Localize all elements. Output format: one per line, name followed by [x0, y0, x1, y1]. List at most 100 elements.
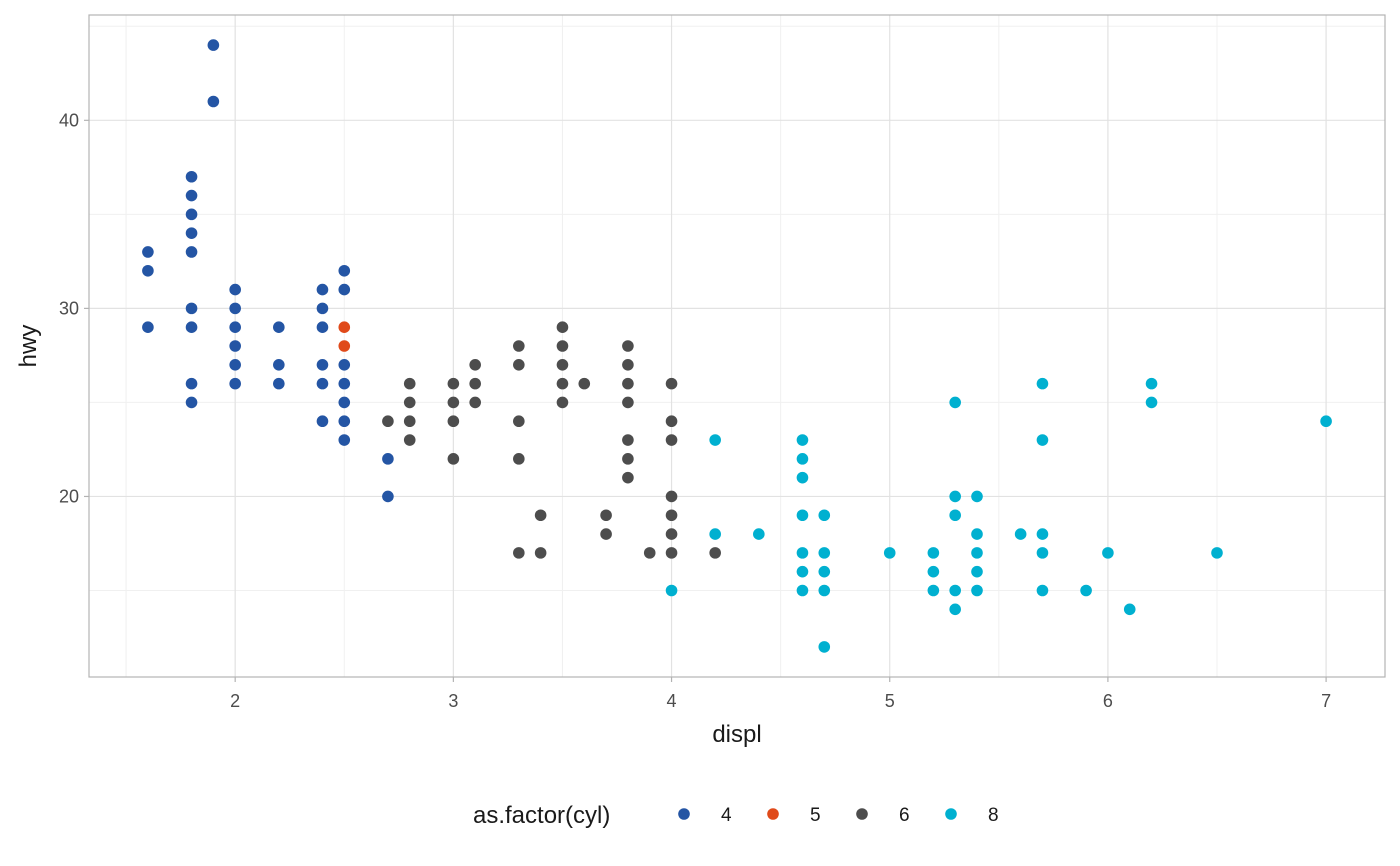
data-point-cyl-4 — [273, 377, 285, 390]
data-point-cyl-8 — [971, 565, 983, 578]
data-point-cyl-8 — [949, 396, 961, 409]
data-point-cyl-6 — [643, 547, 656, 559]
data-point-cyl-4 — [185, 396, 198, 409]
data-point-cyl-8 — [949, 584, 961, 597]
data-point-cyl-6 — [403, 415, 416, 428]
legend-label-cyl-8: 8 — [988, 805, 999, 826]
y-axis-title: hwy — [15, 325, 42, 368]
data-point-cyl-6 — [513, 359, 525, 371]
data-point-cyl-8 — [1036, 434, 1049, 446]
data-point-cyl-8 — [1036, 528, 1049, 540]
data-point-cyl-6 — [622, 359, 634, 371]
data-point-cyl-8 — [971, 547, 983, 559]
data-point-cyl-4 — [338, 359, 351, 371]
x-axis-ticks: 2 3 4 5 6 7 — [230, 677, 1331, 711]
data-point-cyl-6 — [665, 490, 678, 503]
data-point-cyl-8 — [796, 471, 809, 484]
data-point-cyl-6 — [556, 321, 569, 333]
data-point-cyl-4 — [185, 208, 198, 221]
data-point-cyl-6 — [665, 528, 678, 540]
legend-label-cyl-4: 4 — [721, 805, 732, 826]
data-point-cyl-6 — [622, 396, 634, 409]
data-point-cyl-8 — [796, 547, 809, 559]
data-point-cyl-6 — [665, 547, 678, 559]
data-point-cyl-6 — [665, 434, 678, 446]
x-tick-label: 4 — [667, 691, 677, 711]
data-point-cyl-6 — [578, 377, 591, 390]
data-point-cyl-8 — [927, 584, 940, 597]
x-axis-title: displ — [712, 721, 761, 748]
data-point-cyl-8 — [1080, 584, 1092, 597]
data-point-cyl-4 — [338, 415, 351, 428]
data-point-cyl-4 — [382, 453, 394, 465]
data-point-cyl-4 — [207, 39, 220, 51]
data-point-cyl-4 — [142, 321, 154, 333]
data-point-cyl-4 — [185, 189, 198, 202]
data-point-cyl-8 — [1036, 547, 1049, 559]
data-point-cyl-4 — [316, 415, 329, 428]
data-point-cyl-4 — [316, 283, 329, 296]
data-point-cyl-8 — [1102, 547, 1114, 559]
data-point-cyl-6 — [513, 415, 525, 428]
legend-label-cyl-5: 5 — [810, 805, 821, 826]
data-point-cyl-6 — [622, 453, 634, 465]
data-point-cyl-8 — [1123, 603, 1136, 616]
data-point-cyl-6 — [600, 509, 612, 522]
data-point-cyl-8 — [949, 603, 961, 616]
data-point-cyl-6 — [534, 509, 547, 522]
data-point-cyl-4 — [338, 283, 351, 296]
data-point-cyl-6 — [447, 396, 460, 409]
data-point-cyl-8 — [753, 528, 765, 540]
data-point-cyl-8 — [971, 584, 983, 597]
data-point-cyl-6 — [556, 396, 569, 409]
data-point-cyl-6 — [534, 547, 547, 559]
plot-panel — [89, 15, 1385, 677]
data-point-cyl-8 — [796, 453, 809, 465]
data-point-cyl-5 — [338, 340, 351, 352]
data-point-cyl-4 — [229, 340, 241, 352]
x-tick-label: 2 — [230, 691, 240, 711]
legend-key-cyl-8 — [945, 808, 957, 820]
data-point-cyl-8 — [927, 565, 940, 578]
data-point-cyl-6 — [513, 453, 525, 465]
x-tick-label: 7 — [1321, 691, 1331, 711]
y-tick-label: 20 — [59, 486, 79, 506]
legend-key-cyl-5 — [767, 808, 779, 820]
data-point-cyl-4 — [229, 302, 241, 315]
x-tick-label: 3 — [448, 691, 458, 711]
data-point-cyl-6 — [403, 434, 416, 446]
data-point-cyl-6 — [403, 377, 416, 390]
data-point-cyl-4 — [185, 302, 198, 315]
data-point-cyl-8 — [1145, 396, 1158, 409]
data-point-cyl-6 — [665, 415, 678, 428]
data-point-cyl-4 — [185, 377, 198, 390]
data-point-cyl-6 — [403, 396, 416, 409]
data-point-cyl-6 — [622, 471, 634, 484]
data-point-cyl-8 — [1014, 528, 1027, 540]
data-point-cyl-6 — [556, 359, 569, 371]
data-point-cyl-8 — [796, 434, 809, 446]
data-point-cyl-6 — [600, 528, 612, 540]
data-point-cyl-8 — [1320, 415, 1332, 428]
x-tick-label: 5 — [885, 691, 895, 711]
data-point-cyl-8 — [1036, 377, 1049, 390]
data-point-cyl-4 — [185, 227, 198, 239]
data-point-cyl-4 — [207, 95, 220, 108]
data-point-cyl-4 — [229, 377, 241, 390]
data-point-cyl-6 — [382, 415, 394, 428]
data-point-cyl-8 — [818, 509, 831, 522]
data-point-cyl-4 — [316, 377, 329, 390]
data-point-cyl-8 — [971, 528, 983, 540]
data-point-cyl-8 — [1036, 584, 1049, 597]
data-point-cyl-4 — [185, 246, 198, 258]
data-point-cyl-4 — [316, 302, 329, 315]
data-point-cyl-8 — [709, 528, 721, 540]
data-point-cyl-4 — [142, 264, 154, 277]
data-point-cyl-4 — [229, 321, 241, 333]
data-point-cyl-6 — [513, 340, 525, 352]
data-point-cyl-6 — [469, 396, 481, 409]
data-point-cyl-6 — [447, 415, 460, 428]
data-point-cyl-5 — [338, 321, 351, 333]
legend-title: as.factor(cyl) — [473, 802, 610, 829]
